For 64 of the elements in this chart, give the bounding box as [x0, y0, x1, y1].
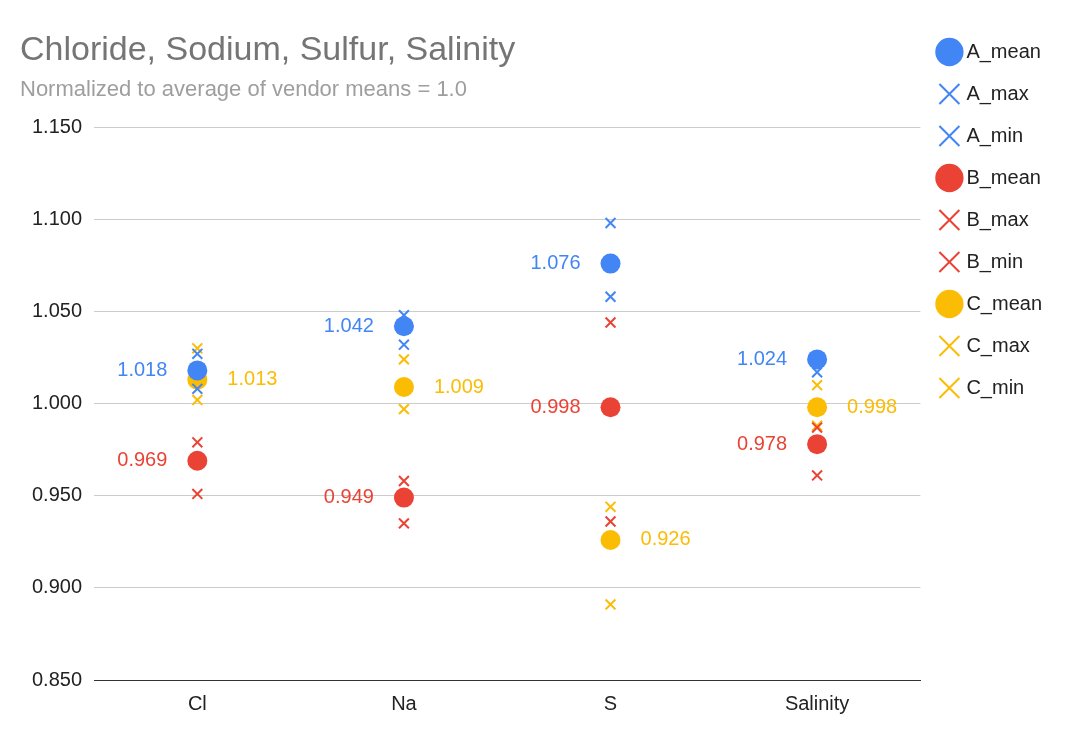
data-label: 0.978 — [737, 431, 788, 454]
point — [604, 515, 617, 528]
point — [187, 450, 208, 471]
y-tick-label: 0.950 — [31, 483, 83, 506]
point — [397, 403, 410, 416]
x-tick-label: S — [603, 691, 618, 714]
legend-label: A_mean — [966, 39, 1041, 63]
data-label: 1.042 — [323, 313, 374, 336]
y-tick-label: 0.900 — [31, 575, 83, 598]
data-label: 0.998 — [847, 394, 898, 417]
legend-label: C_max — [966, 333, 1030, 357]
point — [191, 487, 204, 500]
data-label: 0.998 — [530, 394, 581, 417]
point — [397, 353, 410, 366]
chart-title: Chloride, Sodium, Sulfur, Salinity — [20, 28, 516, 67]
point — [397, 517, 410, 530]
point — [393, 377, 414, 398]
point — [600, 253, 621, 274]
y-tick-label: 1.150 — [31, 114, 83, 137]
data-label: 1.018 — [117, 357, 168, 380]
data-label: 0.949 — [323, 485, 374, 508]
y-tick-label: 0.850 — [31, 667, 83, 690]
point — [807, 397, 828, 418]
point — [397, 338, 410, 351]
legend-label: A_min — [966, 123, 1024, 147]
legend-label: A_max — [966, 81, 1029, 105]
point — [191, 393, 204, 406]
legend-label: C_mean — [966, 291, 1043, 315]
point — [393, 487, 414, 508]
point — [604, 500, 617, 513]
point — [397, 475, 410, 487]
data-label: 0.969 — [117, 448, 168, 471]
legend-label: B_max — [966, 207, 1029, 231]
legend-label: C_min — [966, 375, 1025, 399]
x-tick-label: Cl — [187, 691, 207, 714]
chart-subtitle: Normalized to average of vendor means = 1.0 — [20, 76, 467, 102]
point — [187, 360, 208, 381]
point — [604, 598, 617, 611]
point — [811, 469, 824, 482]
y-tick-label: 1.100 — [31, 206, 83, 229]
point — [811, 379, 824, 392]
point — [600, 397, 621, 418]
point — [191, 342, 204, 355]
legend-label: B_min — [966, 249, 1024, 273]
y-tick-label: 1.000 — [31, 391, 83, 414]
data-label: 0.926 — [640, 527, 691, 550]
point — [807, 434, 828, 455]
point — [811, 366, 824, 379]
x-tick-label: Salinity — [784, 691, 850, 714]
y-tick-label: 1.050 — [31, 298, 83, 321]
point — [604, 217, 617, 229]
point — [600, 529, 621, 550]
x-tick-label: Na — [391, 691, 418, 714]
point — [191, 436, 204, 449]
data-label: 1.013 — [227, 367, 278, 390]
data-label: 1.024 — [737, 346, 788, 369]
point — [604, 316, 617, 329]
point — [604, 290, 617, 303]
legend-label: B_mean — [966, 165, 1041, 189]
data-label: 1.009 — [433, 374, 484, 397]
point — [807, 349, 828, 370]
point — [191, 347, 204, 360]
point — [393, 316, 414, 337]
data-label: 1.076 — [530, 251, 581, 274]
